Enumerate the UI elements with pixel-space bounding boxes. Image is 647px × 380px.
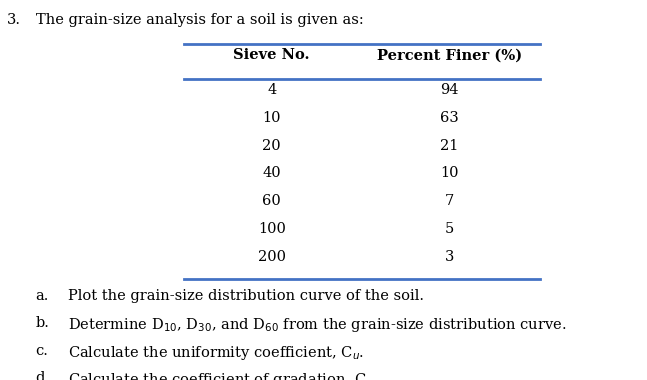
Text: 7: 7 [445, 194, 454, 208]
Text: 40: 40 [263, 166, 281, 180]
Text: d.: d. [36, 371, 50, 380]
Text: b.: b. [36, 316, 49, 330]
Text: Calculate the coefficient of gradation, C$_c$.: Calculate the coefficient of gradation, … [68, 371, 377, 380]
Text: c.: c. [36, 344, 49, 358]
Text: 100: 100 [258, 222, 286, 236]
Text: 3: 3 [445, 250, 454, 264]
Text: 3.: 3. [6, 13, 21, 27]
Text: 10: 10 [263, 111, 281, 125]
Text: Calculate the uniformity coefficient, C$_u$.: Calculate the uniformity coefficient, C$… [68, 344, 364, 361]
Text: Determine D$_{10}$, D$_{30}$, and D$_{60}$ from the grain-size distribution curv: Determine D$_{10}$, D$_{30}$, and D$_{60… [68, 316, 566, 334]
Text: Sieve No.: Sieve No. [234, 48, 310, 62]
Text: 10: 10 [441, 166, 459, 180]
Text: 20: 20 [263, 139, 281, 153]
Text: Percent Finer (%): Percent Finer (%) [377, 48, 522, 62]
Text: 21: 21 [441, 139, 459, 153]
Text: 5: 5 [445, 222, 454, 236]
Text: 200: 200 [258, 250, 286, 264]
Text: 4: 4 [267, 83, 276, 97]
Text: 94: 94 [441, 83, 459, 97]
Text: 63: 63 [441, 111, 459, 125]
Text: a.: a. [36, 289, 49, 303]
Text: The grain-size analysis for a soil is given as:: The grain-size analysis for a soil is gi… [36, 13, 364, 27]
Text: Plot the grain-size distribution curve of the soil.: Plot the grain-size distribution curve o… [68, 289, 424, 303]
Text: 60: 60 [263, 194, 281, 208]
